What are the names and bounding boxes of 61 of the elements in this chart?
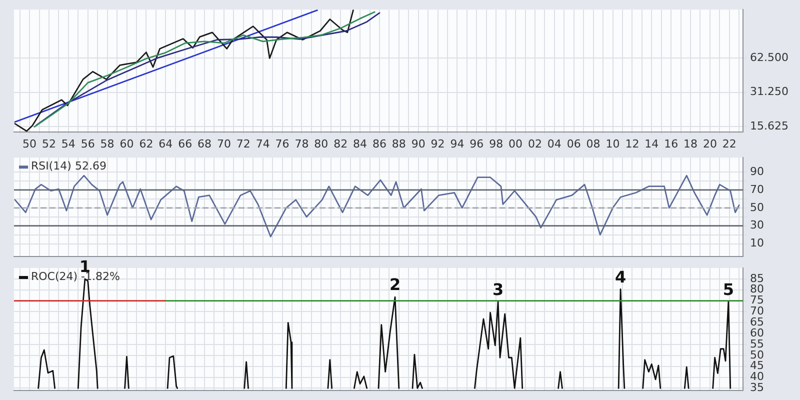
- x-tick-label: 96: [470, 137, 484, 150]
- y-tick-label: 31.250: [750, 85, 788, 98]
- x-tick-label: 94: [450, 137, 464, 150]
- y-tick-label: 90: [750, 164, 764, 178]
- x-tick-label: 98: [489, 137, 504, 150]
- x-tick-label: 56: [80, 137, 95, 150]
- x-tick-label: 60: [120, 137, 134, 150]
- y-tick-label: 50: [750, 348, 764, 362]
- y-tick-label: 35: [750, 381, 764, 394]
- y-tick-label: 55: [750, 337, 764, 350]
- y-tick-label: 15.625: [750, 119, 788, 132]
- x-tick-label: 64: [158, 137, 173, 150]
- x-tick-label: 08: [586, 137, 600, 150]
- x-tick-label: 54: [61, 137, 76, 150]
- x-tick-label: 14: [644, 137, 659, 150]
- x-tick-label: 06: [566, 137, 581, 150]
- x-tick-label: 82: [334, 137, 348, 150]
- legend-label: RSI(14) 52.69: [31, 159, 106, 172]
- x-tick-label: 16: [664, 137, 678, 150]
- x-tick-label: 92: [430, 137, 445, 150]
- x-tick-label: 00: [508, 137, 523, 150]
- x-tick-label: 12: [625, 137, 640, 150]
- x-tick-label: 62: [139, 137, 154, 150]
- y-tick-label: 80: [750, 282, 764, 296]
- y-tick-label: 50: [750, 200, 764, 214]
- y-tick-label: 70: [750, 182, 764, 196]
- y-tick-label: 62.500: [750, 51, 788, 64]
- x-tick-label: 80: [314, 137, 328, 150]
- y-tick-label: 65: [750, 316, 764, 328]
- x-tick-label: 50: [22, 137, 37, 150]
- y-tick-label: 10: [750, 236, 764, 250]
- x-tick-label: 66: [178, 137, 192, 150]
- x-tick-label: 88: [392, 137, 406, 150]
- annotation: 5: [722, 280, 734, 299]
- x-tick-label: 10: [606, 137, 620, 150]
- x-tick-label: 86: [372, 137, 386, 150]
- x-tick-label: 68: [198, 137, 212, 150]
- y-tick-label: 45: [750, 359, 764, 372]
- x-tick-label: 02: [528, 137, 542, 150]
- x-tick-label: 78: [294, 137, 309, 150]
- x-tick-label: 58: [100, 137, 114, 150]
- x-tick-label: 72: [236, 137, 250, 150]
- x-tick-label: 70: [216, 137, 231, 150]
- y-tick-label: 40: [750, 370, 764, 384]
- y-tick-label: 70: [750, 304, 764, 318]
- y-tick-label: 75: [750, 294, 764, 307]
- y-tick-label: 60: [750, 326, 764, 340]
- x-tick-label: 76: [275, 137, 290, 150]
- x-tick-label: 18: [684, 137, 698, 150]
- x-tick-label: 74: [256, 137, 270, 150]
- annotation: 2: [389, 275, 401, 294]
- annotation: 4: [614, 267, 626, 286]
- x-tick-label: 84: [353, 137, 368, 150]
- x-tick-label: 04: [547, 137, 562, 150]
- y-tick-label: 30: [750, 218, 764, 232]
- x-tick-label: 22: [722, 137, 736, 150]
- annotation: 3: [492, 280, 504, 299]
- x-tick-label: 90: [411, 137, 426, 150]
- x-tick-label: 52: [42, 137, 56, 150]
- x-tick-label: 20: [702, 137, 717, 150]
- y-tick-label: 85: [750, 272, 764, 285]
